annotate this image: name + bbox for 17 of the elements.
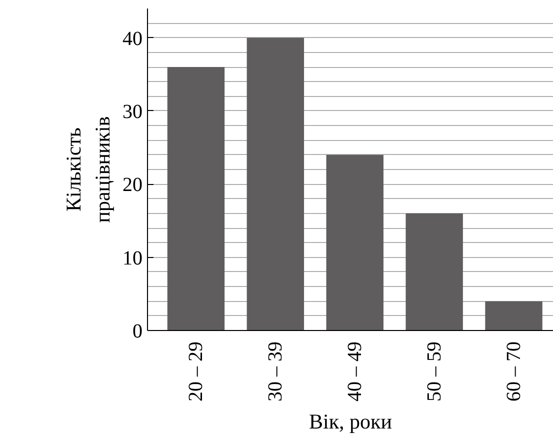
y-tick-label: 20 (122, 174, 142, 196)
x-tick-label: 30 – 39 (264, 342, 286, 402)
x-tick-label: 40 – 49 (344, 342, 366, 402)
y-tick-label: 10 (122, 247, 142, 270)
bar (167, 67, 225, 330)
bar (246, 38, 304, 330)
x-tick-label: 60 – 70 (502, 342, 525, 402)
bar (485, 301, 542, 330)
x-tick-label: 50 – 59 (423, 342, 446, 402)
x-tick-label: 20 – 29 (184, 342, 207, 402)
y-tick-label: 40 (122, 28, 142, 50)
y-axis-title: Кількість працівників (62, 116, 114, 223)
x-axis-title: Вік, роки (309, 410, 392, 434)
y-tick-label: 0 (132, 320, 142, 342)
bar (326, 154, 384, 330)
bar (406, 213, 463, 330)
y-tick-label: 30 (122, 100, 142, 123)
